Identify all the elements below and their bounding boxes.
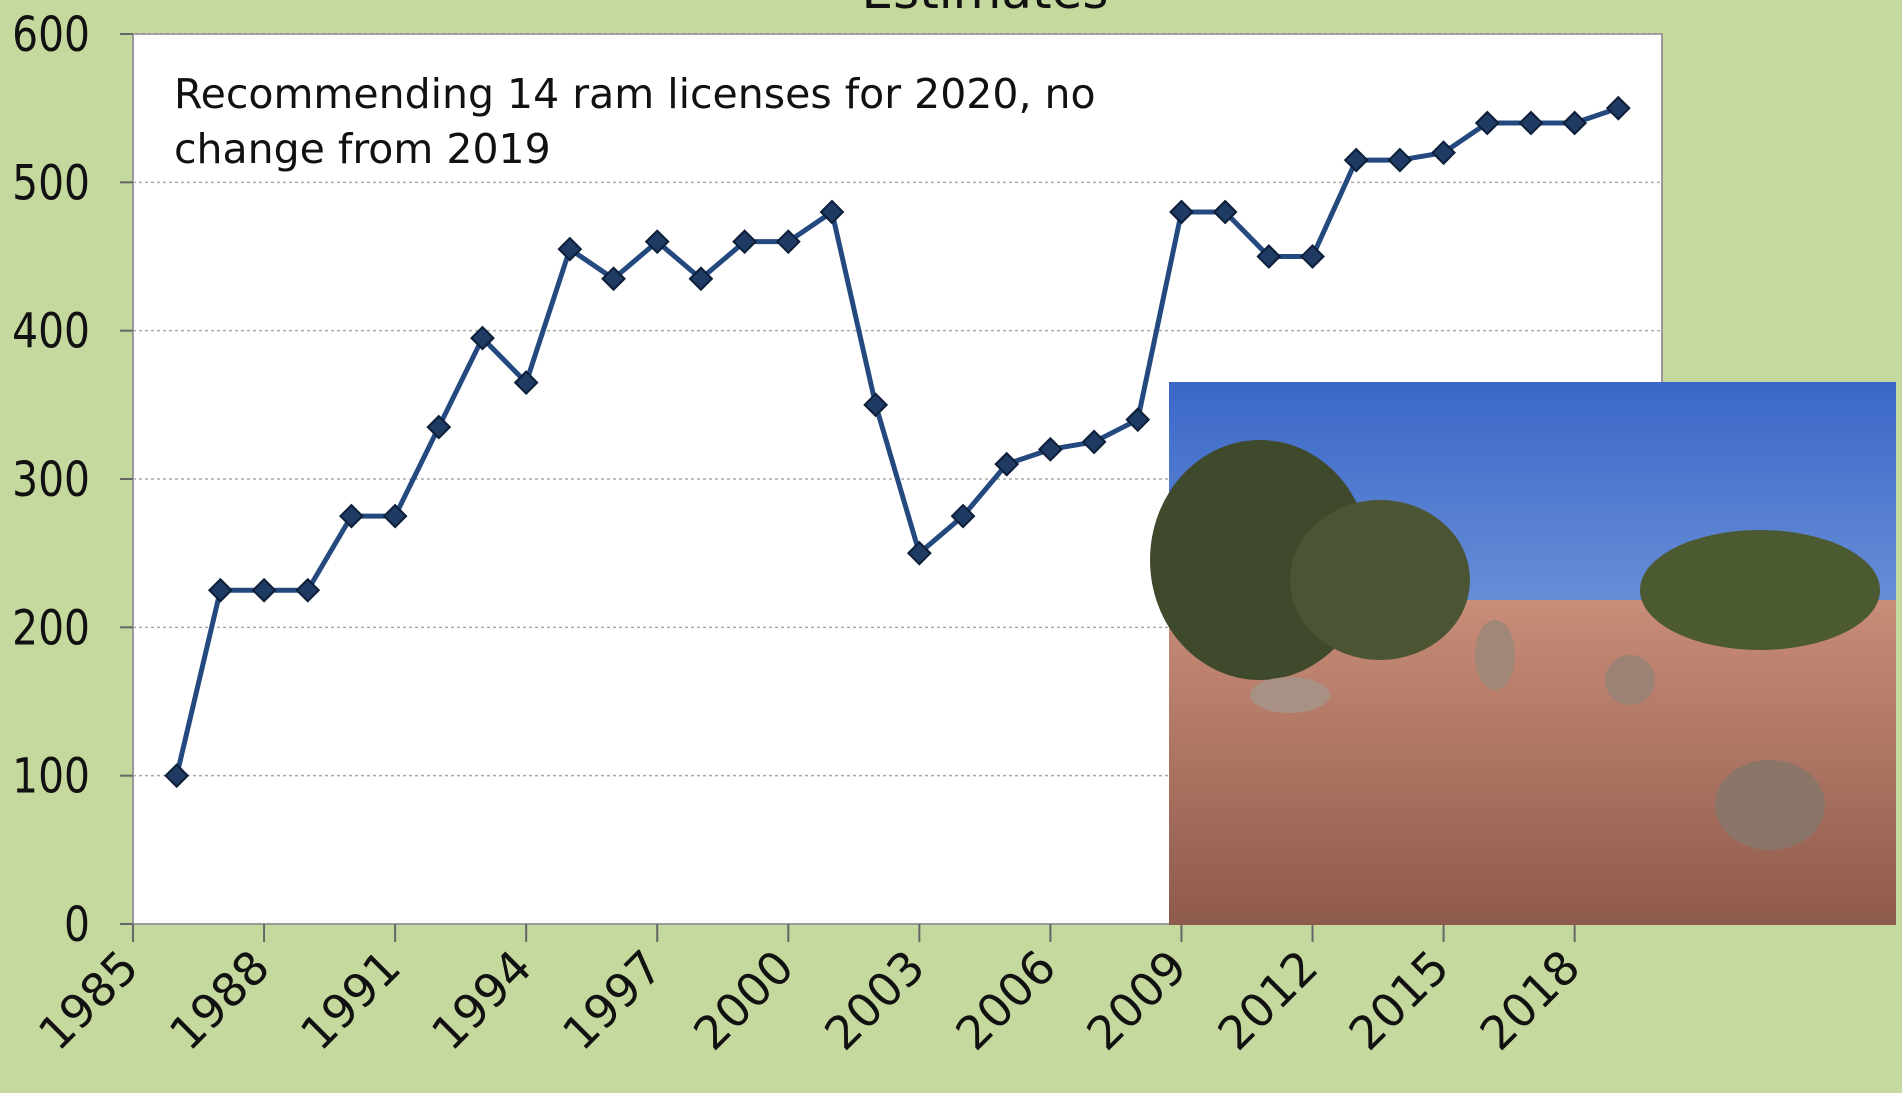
y-tick-label: 300: [12, 452, 90, 508]
photo-sheep: [1605, 655, 1655, 705]
chart-title: Estimates: [862, 0, 1109, 20]
annotation: change from 2019: [174, 125, 551, 173]
chart: Estimates Recommending 14 ram licenses f…: [0, 0, 1902, 1089]
y-tick-label: 0: [64, 897, 90, 953]
annotation: Recommending 14 ram licenses for 2020, n…: [174, 70, 1096, 118]
y-tick-label: 600: [12, 7, 90, 63]
page: Estimates Recommending 14 ram licenses f…: [0, 0, 1902, 1093]
photo-sheep: [1715, 760, 1825, 850]
y-tick-label: 500: [12, 155, 90, 211]
y-tick-label: 100: [12, 748, 90, 804]
photo: [1150, 382, 1896, 925]
y-tick-label: 200: [12, 600, 90, 656]
photo-sheep: [1250, 677, 1330, 713]
photo-tree: [1640, 530, 1880, 650]
photo-tree: [1290, 500, 1470, 660]
photo-sheep: [1475, 620, 1515, 690]
y-tick-label: 400: [12, 303, 90, 359]
